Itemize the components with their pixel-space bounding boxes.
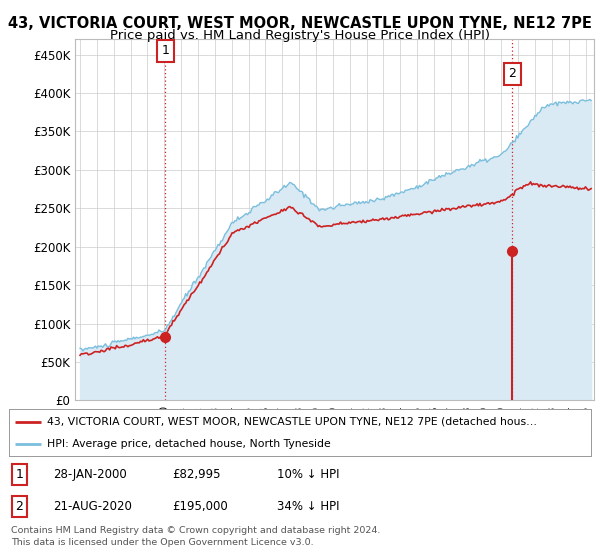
Text: 2: 2 bbox=[508, 67, 516, 80]
Text: HPI: Average price, detached house, North Tyneside: HPI: Average price, detached house, Nort… bbox=[47, 438, 331, 449]
Text: 1: 1 bbox=[161, 44, 169, 57]
Text: 43, VICTORIA COURT, WEST MOOR, NEWCASTLE UPON TYNE, NE12 7PE (detached hous…: 43, VICTORIA COURT, WEST MOOR, NEWCASTLE… bbox=[47, 417, 537, 427]
Text: 2: 2 bbox=[16, 500, 23, 514]
Text: Price paid vs. HM Land Registry's House Price Index (HPI): Price paid vs. HM Land Registry's House … bbox=[110, 29, 490, 42]
Text: £195,000: £195,000 bbox=[172, 500, 228, 514]
Text: £82,995: £82,995 bbox=[172, 468, 220, 481]
Text: 28-JAN-2000: 28-JAN-2000 bbox=[53, 468, 127, 481]
Text: 34% ↓ HPI: 34% ↓ HPI bbox=[277, 500, 339, 514]
Text: 21-AUG-2020: 21-AUG-2020 bbox=[53, 500, 131, 514]
Text: 1: 1 bbox=[16, 468, 23, 481]
Text: 43, VICTORIA COURT, WEST MOOR, NEWCASTLE UPON TYNE, NE12 7PE: 43, VICTORIA COURT, WEST MOOR, NEWCASTLE… bbox=[8, 16, 592, 31]
Text: Contains HM Land Registry data © Crown copyright and database right 2024.
This d: Contains HM Land Registry data © Crown c… bbox=[11, 526, 380, 547]
Text: 10% ↓ HPI: 10% ↓ HPI bbox=[277, 468, 339, 481]
